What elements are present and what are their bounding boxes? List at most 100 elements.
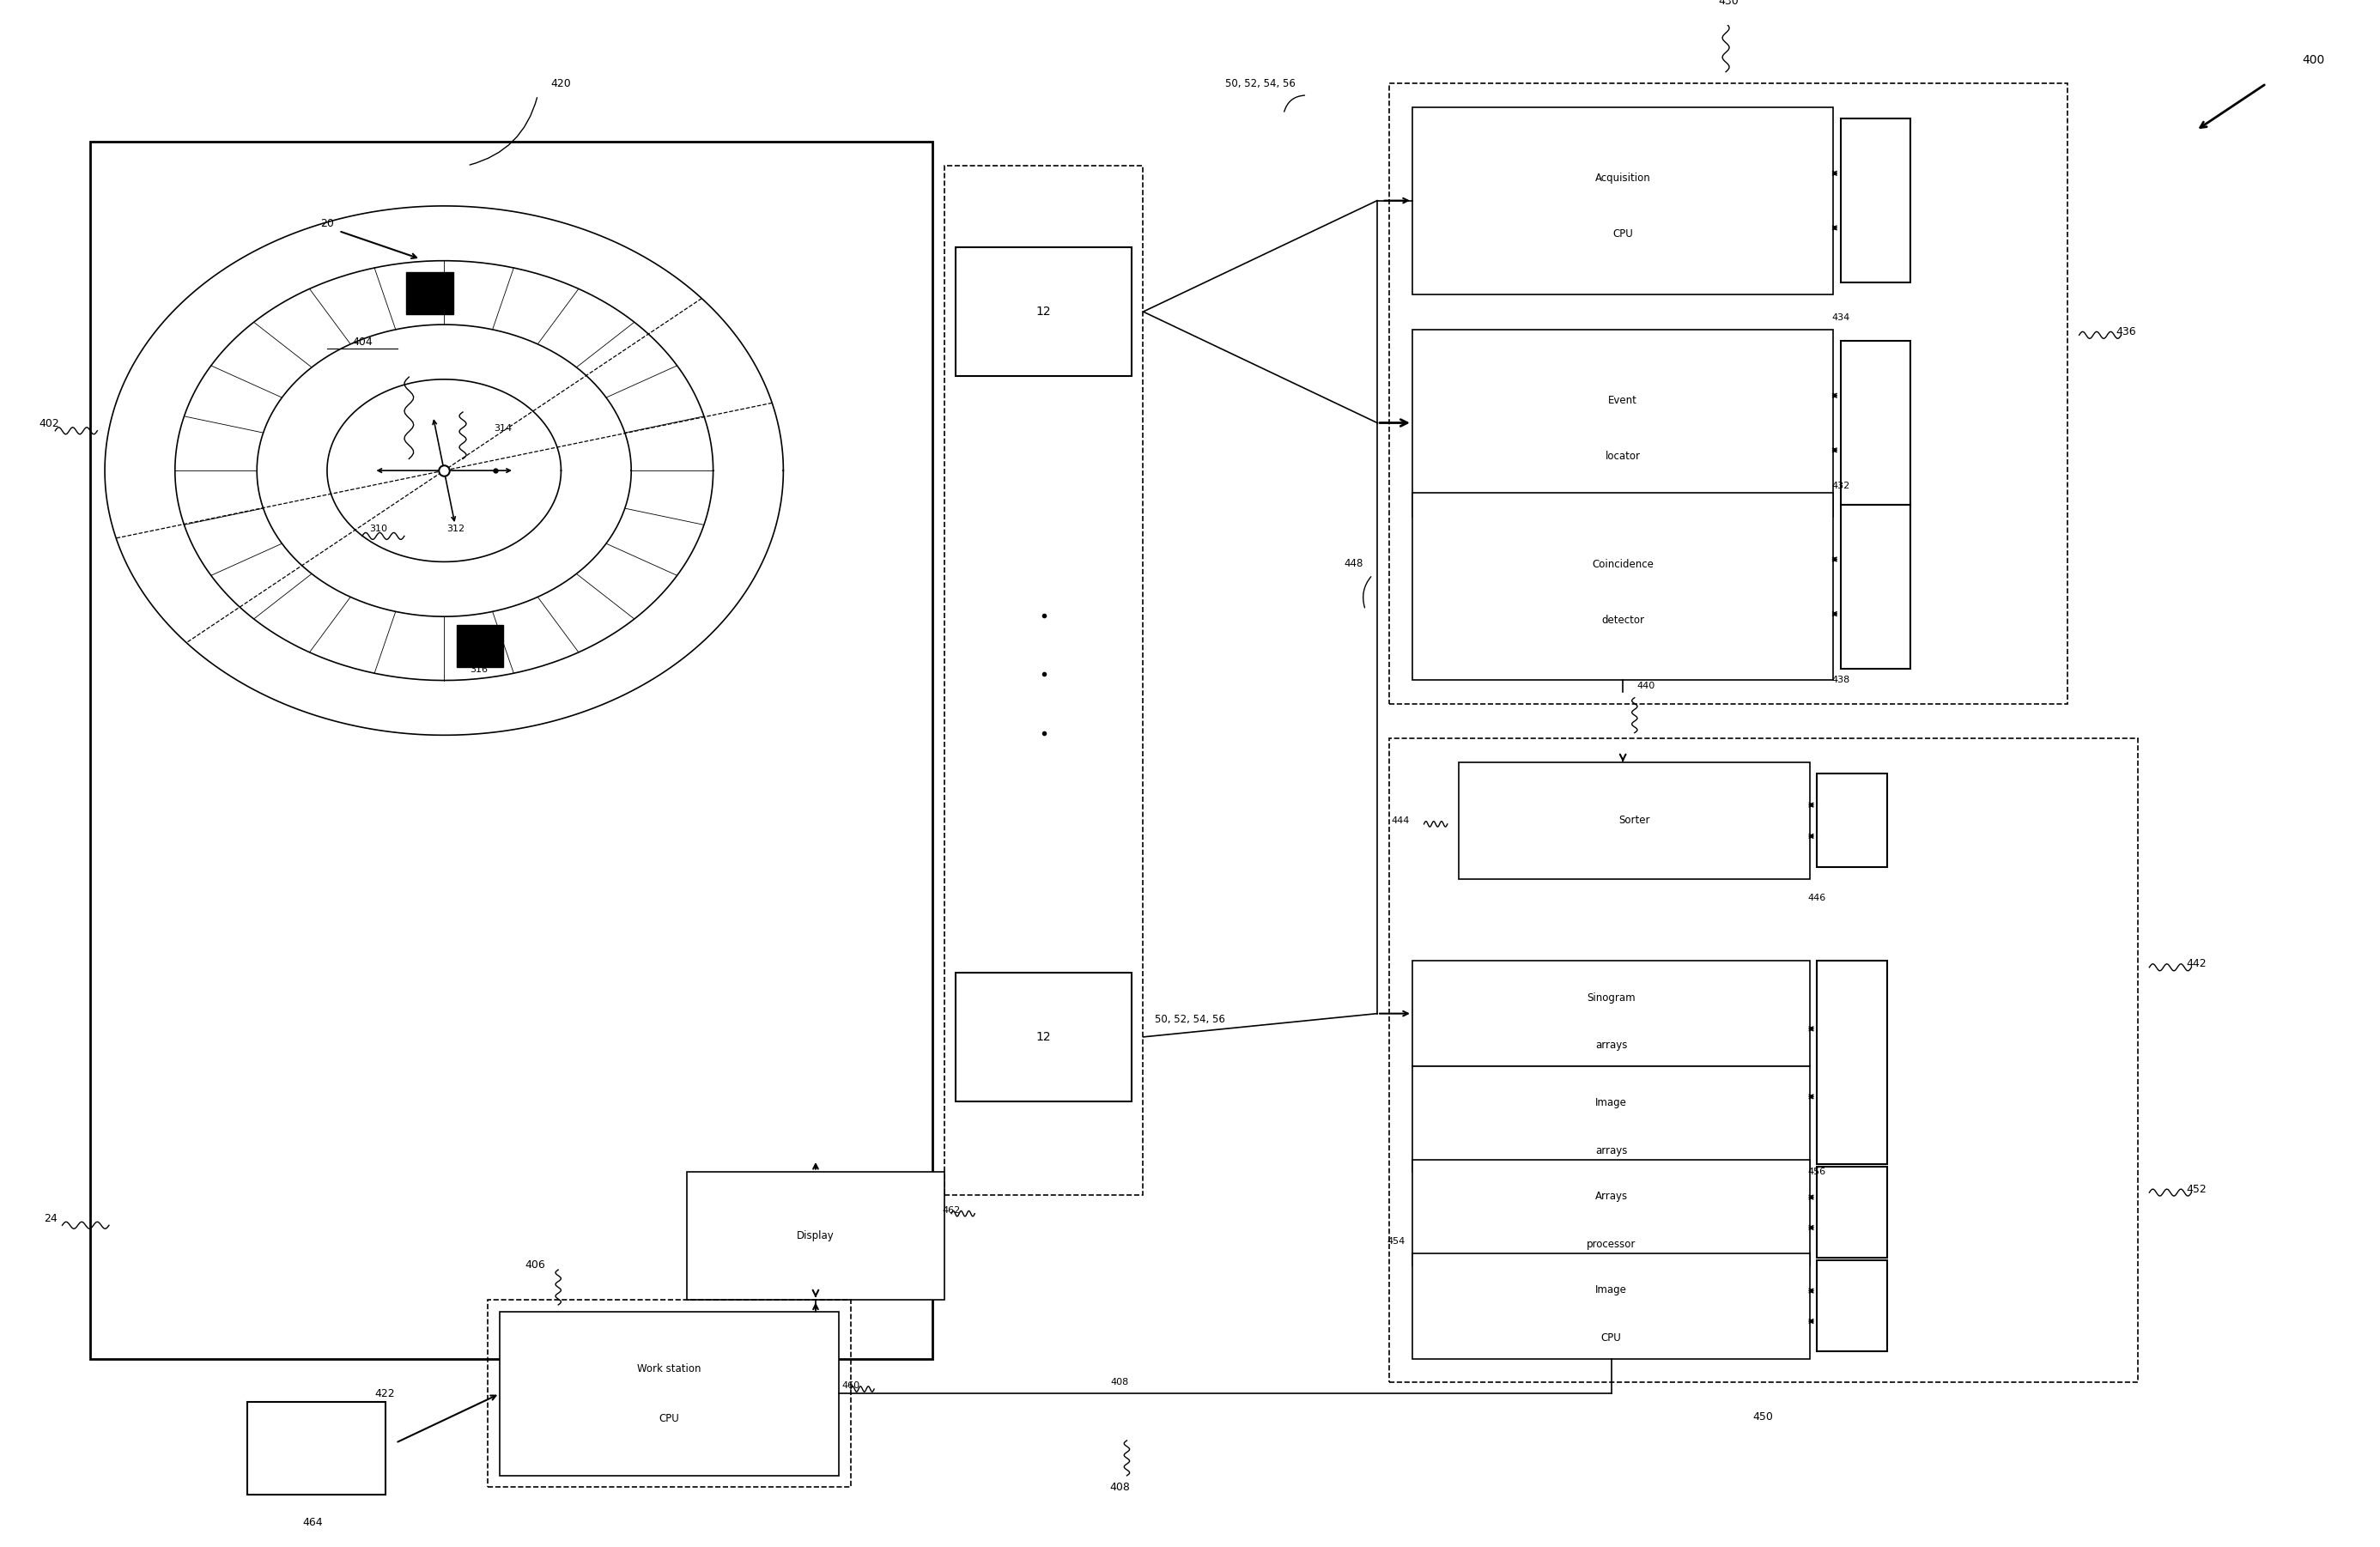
Text: 434: 434 [1830, 312, 1849, 322]
Bar [336, 1400, 359, 1420]
Text: 438: 438 [1830, 676, 1849, 684]
Text: CPU: CPU [1602, 1332, 1621, 1343]
Bar [90, 142, 933, 1358]
Bar [1411, 330, 1833, 517]
Bar [281, 1400, 305, 1420]
Bar [488, 1299, 850, 1487]
Text: 454: 454 [1388, 1238, 1404, 1245]
Text: 444: 444 [1392, 817, 1409, 825]
Text: 464: 464 [302, 1516, 324, 1528]
Bar [1816, 774, 1887, 868]
Text: 456: 456 [1809, 1166, 1825, 1176]
Bar [1411, 493, 1833, 681]
Bar [1411, 1066, 1811, 1171]
Text: Work station: Work station [638, 1363, 702, 1375]
Text: 448: 448 [1345, 557, 1364, 569]
Bar [1816, 1261, 1887, 1352]
Text: 446: 446 [1809, 894, 1825, 902]
Text: 316: 316 [471, 665, 488, 673]
Bar [500, 1312, 840, 1476]
Bar [957, 248, 1130, 376]
Text: arrays: arrays [1595, 1040, 1628, 1050]
Bar [1840, 504, 1911, 668]
Bar [362, 1423, 386, 1443]
Bar [1459, 763, 1811, 879]
Bar [957, 973, 1130, 1101]
Bar [307, 1468, 331, 1487]
Text: 450: 450 [1754, 1411, 1773, 1423]
Text: 50, 52, 54, 56: 50, 52, 54, 56 [1226, 77, 1295, 90]
Text: arrays: arrays [1595, 1145, 1628, 1156]
Bar [281, 1423, 305, 1443]
Bar [307, 1445, 331, 1465]
Bar [281, 1445, 305, 1465]
Text: CPU: CPU [659, 1412, 681, 1423]
Bar [255, 1445, 278, 1465]
Text: 420: 420 [550, 77, 571, 90]
Text: processor: processor [1587, 1239, 1635, 1250]
Bar [281, 1468, 305, 1487]
Text: 312: 312 [447, 524, 464, 534]
Bar [307, 1423, 331, 1443]
Text: 430: 430 [1718, 0, 1737, 8]
Text: Display: Display [797, 1230, 835, 1241]
Text: Acquisition: Acquisition [1595, 173, 1652, 184]
Text: 404: 404 [352, 336, 371, 348]
Bar [248, 1402, 386, 1494]
Text: 12: 12 [1035, 1030, 1052, 1043]
Bar [307, 1400, 331, 1420]
Bar [1390, 738, 2137, 1381]
Bar [336, 1423, 359, 1443]
Text: Arrays: Arrays [1595, 1191, 1628, 1202]
Bar [362, 1400, 386, 1420]
Text: 432: 432 [1830, 481, 1849, 490]
Bar [362, 1445, 386, 1465]
Text: Image: Image [1595, 1097, 1628, 1109]
Text: 310: 310 [369, 524, 388, 534]
Bar [255, 1400, 278, 1420]
Text: 462: 462 [942, 1205, 962, 1214]
Bar [1411, 1253, 1811, 1358]
Bar [255, 1468, 278, 1487]
Text: 24: 24 [43, 1213, 57, 1224]
Text: 406: 406 [524, 1259, 545, 1270]
Text: 436: 436 [2116, 326, 2137, 337]
Text: 408: 408 [1111, 1378, 1128, 1386]
Text: Coincidence: Coincidence [1592, 558, 1654, 569]
Bar [1816, 1166, 1887, 1258]
Text: Image: Image [1595, 1284, 1628, 1296]
Text: Sinogram: Sinogram [1587, 992, 1635, 1004]
Text: locator: locator [1604, 450, 1640, 463]
Bar [945, 166, 1142, 1194]
Bar [336, 1468, 359, 1487]
Text: 442: 442 [2185, 958, 2206, 970]
Text: 314: 314 [493, 424, 512, 433]
Bar [1816, 961, 1887, 1165]
Bar [407, 272, 452, 314]
Bar [1411, 961, 1811, 1066]
Text: 440: 440 [1637, 682, 1656, 690]
Bar [1840, 340, 1911, 504]
Bar [336, 1445, 359, 1465]
Text: Event: Event [1609, 394, 1637, 405]
Bar [1840, 119, 1911, 283]
Text: 20: 20 [321, 218, 333, 229]
Text: 452: 452 [2185, 1183, 2206, 1194]
Bar [255, 1423, 278, 1443]
Text: 402: 402 [38, 418, 60, 430]
Text: 50, 52, 54, 56: 50, 52, 54, 56 [1154, 1013, 1226, 1026]
Text: detector: detector [1602, 614, 1645, 627]
Text: 460: 460 [843, 1381, 859, 1389]
Text: 408: 408 [1109, 1482, 1130, 1493]
Text: 12: 12 [1035, 306, 1052, 317]
Text: 400: 400 [2301, 54, 2325, 67]
Text: 422: 422 [376, 1388, 395, 1400]
Text: Sorter: Sorter [1618, 815, 1649, 826]
Bar [1390, 84, 2068, 704]
Bar [362, 1468, 386, 1487]
Text: CPU: CPU [1614, 229, 1633, 240]
Bar [1411, 1160, 1811, 1265]
Bar [688, 1171, 945, 1299]
Bar [1411, 107, 1833, 294]
Bar [457, 625, 502, 667]
